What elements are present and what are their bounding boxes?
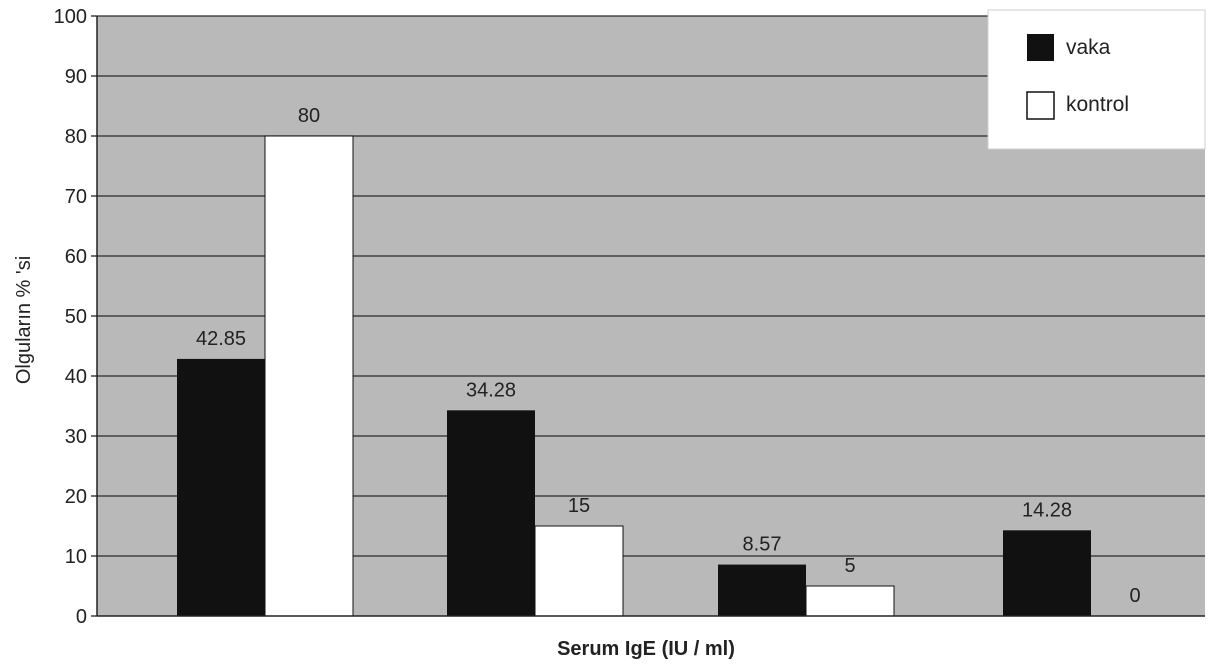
data-labels: 42.85 34.28 8.57 14.28 80 15 5 0 (196, 105, 1141, 607)
legend-label-vaka: vaka (1066, 36, 1111, 59)
bar-kontrol (805, 585, 895, 617)
data-label-vaka: 14.28 (1022, 499, 1072, 521)
data-label-kontrol: 5 (844, 555, 855, 577)
data-label-kontrol: 15 (568, 495, 590, 517)
y-tick-label: 90 (65, 66, 87, 88)
bar-kontrol (264, 135, 354, 617)
data-label-vaka: 42.85 (196, 328, 246, 350)
y-tick-label: 50 (65, 306, 87, 328)
y-tick-label: 10 (65, 546, 87, 568)
y-tick-label: 60 (65, 246, 87, 268)
y-tick-label: 30 (65, 426, 87, 448)
y-tick-label: 70 (65, 186, 87, 208)
legend-swatch-kontrol (1026, 91, 1055, 120)
x-axis-title: Serum IgE (IU / ml) (557, 638, 735, 660)
y-axis-title: Olguların % 'si (13, 256, 35, 384)
y-tick-label: 0 (76, 606, 87, 628)
legend: vaka kontrol (987, 9, 1206, 150)
bar-kontrol (534, 525, 624, 617)
y-tick-label: 100 (54, 6, 87, 28)
bar-vaka (177, 358, 265, 616)
data-label-vaka: 34.28 (466, 379, 516, 401)
y-tick-label: 80 (65, 126, 87, 148)
data-label-vaka: 8.57 (743, 534, 782, 556)
legend-swatch-vaka (1027, 34, 1054, 61)
legend-label-kontrol: kontrol (1066, 93, 1129, 116)
legend-box (987, 9, 1206, 150)
data-label-kontrol: 0 (1129, 585, 1140, 607)
bar-vaka (447, 410, 535, 616)
y-axis-ticks: 0 10 20 30 40 50 60 70 80 90 100 (54, 6, 97, 628)
y-tick-label: 20 (65, 486, 87, 508)
bar-vaka (1003, 530, 1091, 616)
data-label-kontrol: 80 (298, 105, 320, 127)
y-tick-label: 40 (65, 366, 87, 388)
bars (177, 135, 1091, 617)
bar-vaka (718, 564, 806, 616)
